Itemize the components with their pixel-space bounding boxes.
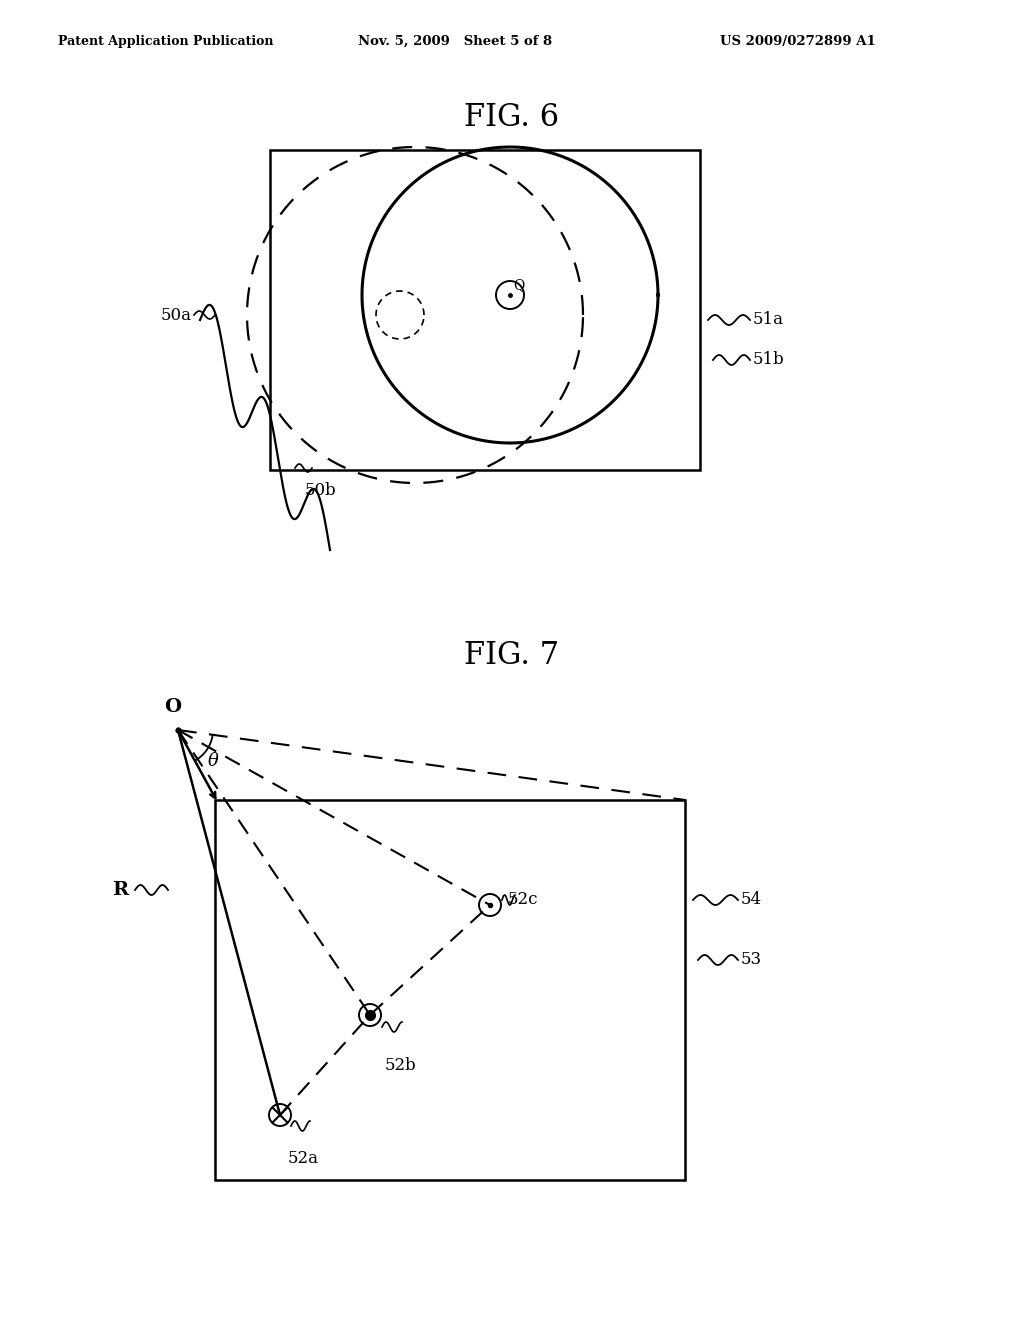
Text: 52a: 52a	[288, 1150, 319, 1167]
Text: 52c: 52c	[508, 891, 539, 908]
Text: US 2009/0272899 A1: US 2009/0272899 A1	[720, 36, 876, 48]
Text: Nov. 5, 2009   Sheet 5 of 8: Nov. 5, 2009 Sheet 5 of 8	[358, 36, 552, 48]
Bar	[215, 800, 685, 1180]
Text: 52b: 52b	[385, 1057, 417, 1074]
Text: Patent Application Publication: Patent Application Publication	[58, 36, 273, 48]
Text: 50a: 50a	[161, 306, 193, 323]
Text: FIG. 7: FIG. 7	[465, 640, 559, 671]
Text: O: O	[165, 698, 181, 715]
Text: FIG. 6: FIG. 6	[465, 102, 559, 133]
Text: 51a: 51a	[753, 312, 784, 329]
Text: 53: 53	[741, 952, 762, 969]
Text: Q: Q	[513, 279, 524, 292]
Text: 50b: 50b	[305, 482, 337, 499]
Text: 51b: 51b	[753, 351, 784, 368]
Text: R: R	[112, 880, 128, 899]
Text: θ: θ	[208, 752, 219, 770]
Bar	[270, 150, 700, 470]
Text: 54: 54	[741, 891, 762, 908]
